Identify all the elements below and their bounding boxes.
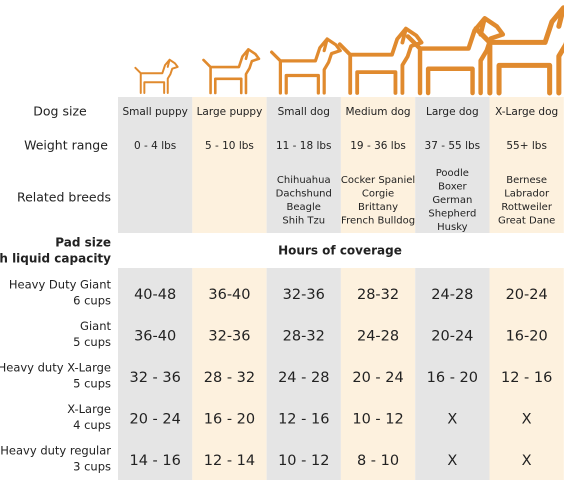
label: X <box>447 412 457 428</box>
dog-icon <box>134 58 179 94</box>
label: 5 cups <box>73 377 111 391</box>
label: 32-36 <box>283 287 325 303</box>
label: with liquid capacity <box>0 252 111 266</box>
label: German <box>432 195 472 206</box>
label: Pad size <box>55 236 111 250</box>
label: 36-40 <box>208 287 250 303</box>
label: Great Dane <box>498 215 555 226</box>
label: Husky <box>437 222 468 233</box>
label: Brittany <box>358 202 398 213</box>
label: 10 - 12 <box>278 453 329 469</box>
column-bg <box>415 97 490 233</box>
label: Dachshund <box>276 188 332 199</box>
label: 6 cups <box>73 294 111 308</box>
label: Hours of coverage <box>278 244 402 258</box>
label: Boxer <box>438 182 467 193</box>
label: 24-28 <box>357 329 399 345</box>
label: 32 - 36 <box>129 370 180 386</box>
label: Labrador <box>504 188 550 199</box>
label: X-Large <box>67 402 111 416</box>
label: X-Large dog <box>495 106 558 118</box>
label: X <box>522 412 532 428</box>
column-bg <box>415 268 490 480</box>
label: 16 - 20 <box>427 370 478 386</box>
label: Dog size <box>33 104 87 119</box>
column-backgrounds <box>118 97 564 480</box>
label: 24 - 28 <box>278 370 329 386</box>
label: 12 - 14 <box>204 453 255 469</box>
label: 24-28 <box>431 287 473 303</box>
column-bg <box>192 268 267 480</box>
label: 28-32 <box>283 329 325 345</box>
label: Poodle <box>436 168 469 179</box>
label: 55+ lbs <box>506 140 547 152</box>
label: 40-48 <box>134 287 176 303</box>
label: 11 - 18 lbs <box>276 140 332 152</box>
column-bg <box>118 97 193 233</box>
label: 19 - 36 lbs <box>350 140 406 152</box>
label: 0 - 4 lbs <box>134 140 176 152</box>
label: Corgie <box>362 188 394 199</box>
label: 16 - 20 <box>204 412 255 428</box>
label: 20 - 24 <box>129 412 180 428</box>
label: Weight range <box>24 138 108 153</box>
column-bg <box>340 97 416 233</box>
label: Beagle <box>287 202 321 213</box>
label: 20-24 <box>506 287 548 303</box>
label: 5 - 10 lbs <box>205 140 254 152</box>
label: Large puppy <box>197 106 263 118</box>
label: 3 cups <box>73 460 111 474</box>
label: Cocker Spaniel <box>341 175 415 186</box>
dog-icon <box>202 48 261 95</box>
dog-icons <box>134 8 564 95</box>
label: 16-20 <box>506 329 548 345</box>
column-bg <box>266 268 341 480</box>
label: Bernese <box>506 175 547 186</box>
label: Heavy duty regular <box>0 444 111 458</box>
label: 32-36 <box>208 329 250 345</box>
label: 37 - 55 lbs <box>425 140 481 152</box>
column-bg <box>340 268 416 480</box>
label: Heavy duty X-Large <box>0 361 111 375</box>
label: Giant <box>80 319 111 333</box>
label: 12 - 16 <box>278 412 329 428</box>
label: Shepherd <box>428 209 476 220</box>
label: Chihuahua <box>277 175 331 186</box>
label: 4 cups <box>73 418 111 432</box>
label: 20 - 24 <box>352 370 403 386</box>
label: French Bulldog <box>341 215 415 226</box>
label: Large dog <box>426 106 479 118</box>
column-bg <box>118 268 193 480</box>
label: Small puppy <box>122 106 187 118</box>
label: 28-32 <box>357 287 399 303</box>
label: 12 - 16 <box>501 370 552 386</box>
column-bg <box>489 97 564 233</box>
label: Shih Tzu <box>282 215 325 226</box>
label: Heavy Duty Giant <box>9 278 112 292</box>
column-bg <box>266 97 341 233</box>
label: Related breeds <box>17 190 111 205</box>
label: Small dog <box>278 106 330 118</box>
column-bg <box>489 268 564 480</box>
dog-icon <box>270 37 342 95</box>
label: 20-24 <box>431 329 473 345</box>
label: X <box>447 453 457 469</box>
label: 5 cups <box>73 335 111 349</box>
label: 28 - 32 <box>204 370 255 386</box>
label: 36-40 <box>134 329 176 345</box>
label: Rottweiler <box>501 202 552 213</box>
label: Medium dog <box>346 106 411 118</box>
column-bg <box>192 97 267 233</box>
label: 10 - 12 <box>352 412 403 428</box>
label: 8 - 10 <box>357 453 399 469</box>
label: 14 - 16 <box>129 453 180 469</box>
label: X <box>522 453 532 469</box>
